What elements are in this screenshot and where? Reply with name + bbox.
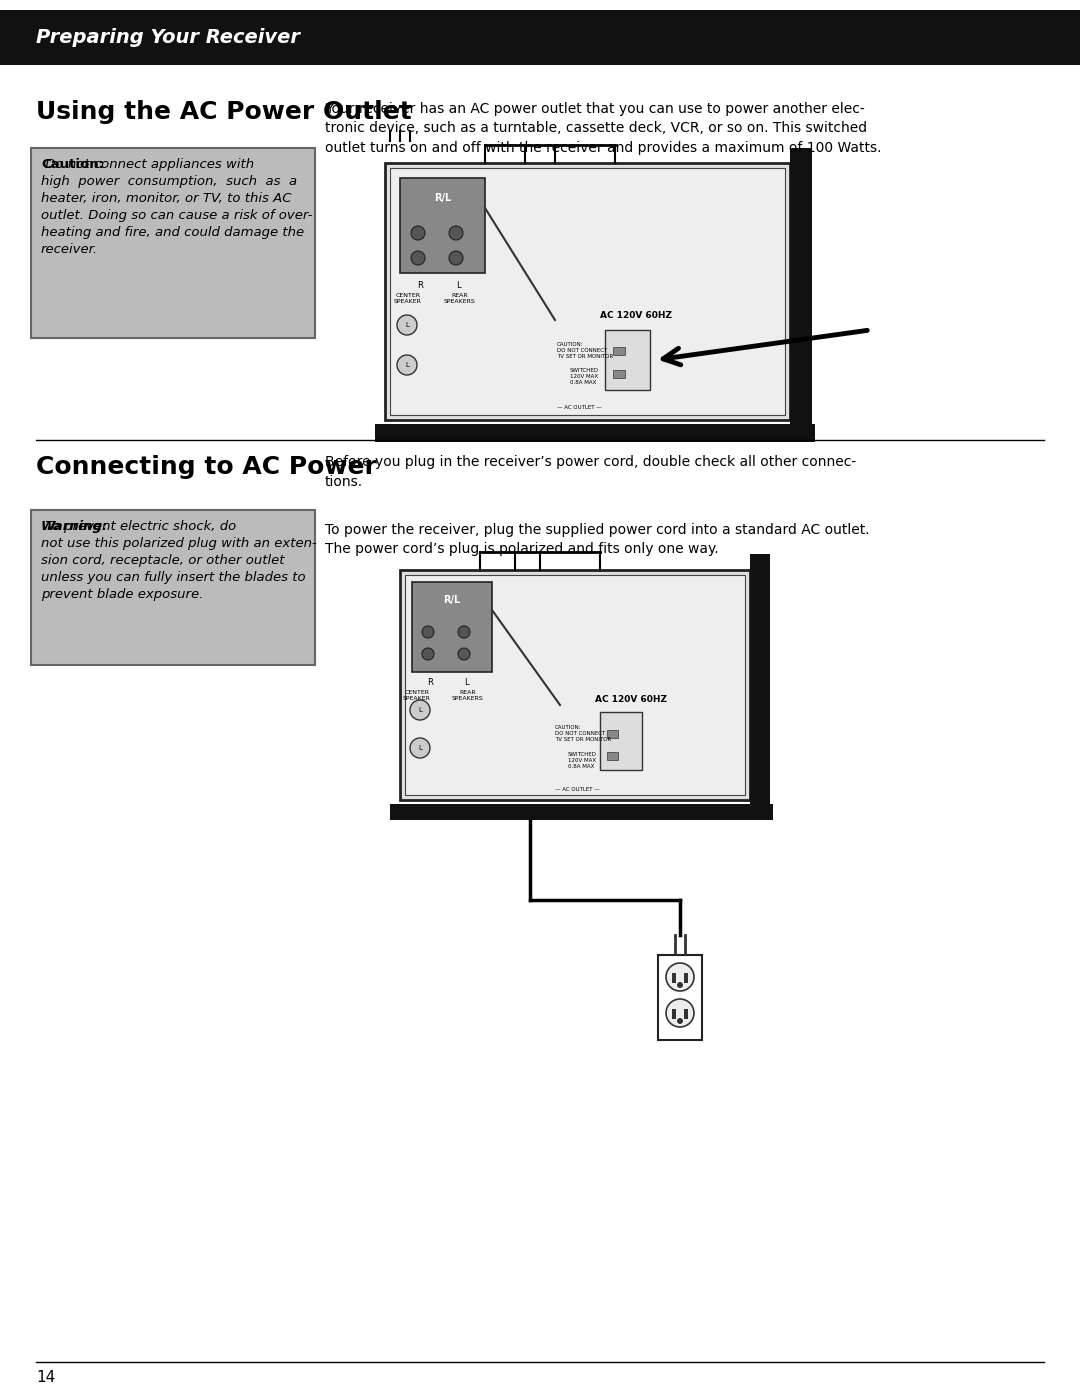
Bar [384,163,789,420]
Text: L: L [418,707,422,712]
Bar [613,370,625,379]
Text: SWITCHED
120V MAX
0.8A MAX: SWITCHED 120V MAX 0.8A MAX [568,752,597,768]
Text: Before you plug in the receiver’s power cord, double check all other connec-
tio: Before you plug in the receiver’s power … [325,455,856,489]
Circle shape [422,626,434,638]
Text: Using the AC Power Outlet: Using the AC Power Outlet [36,101,411,124]
Text: To power the receiver, plug the supplied power cord into a standard AC outlet.
T: To power the receiver, plug the supplied… [325,522,869,556]
Bar [390,168,785,415]
Text: REAR
SPEAKERS: REAR SPEAKERS [444,293,476,303]
Text: To prevent electric shock, do
not use this polarized plug with an exten-
sion co: To prevent electric shock, do not use th… [41,520,316,601]
Bar [789,148,812,434]
Circle shape [677,982,683,988]
Text: CAUTION:
DO NOT CONNECT
TV SET OR MONITOR: CAUTION: DO NOT CONNECT TV SET OR MONITO… [557,342,613,359]
Text: R/L: R/L [434,193,451,203]
Circle shape [458,648,470,659]
Text: Do not connect appliances with
high  power  consumption,  such  as  a
heater, ir: Do not connect appliances with high powe… [41,158,312,256]
Bar [405,576,745,795]
Text: R: R [427,678,433,687]
Bar [684,1009,688,1018]
Circle shape [666,999,694,1027]
Text: Caution:: Caution: [41,158,104,170]
Text: L: L [405,321,409,328]
Text: L: L [418,745,422,752]
Bar [607,731,618,738]
Text: Connecting to AC Power: Connecting to AC Power [36,455,377,479]
Text: L: L [463,678,469,687]
Text: — AC OUTLET —: — AC OUTLET — [557,405,602,409]
Circle shape [397,355,417,374]
Bar [400,177,485,272]
Text: R/L: R/L [444,595,461,605]
Text: — AC OUTLET —: — AC OUTLET — [555,787,599,792]
Circle shape [411,226,426,240]
Bar [31,148,315,338]
Bar [600,712,642,770]
Circle shape [422,648,434,659]
Circle shape [458,626,470,638]
Bar [658,956,702,1039]
Text: REAR
SPEAKERS: REAR SPEAKERS [453,690,484,701]
Text: CAUTION:
DO NOT CONNECT
TV SET OR MONITOR: CAUTION: DO NOT CONNECT TV SET OR MONITO… [555,725,611,742]
Text: R: R [417,281,423,291]
Bar [390,805,773,820]
Bar [684,972,688,983]
Circle shape [410,738,430,759]
Text: SWITCHED
120V MAX
0.8A MAX: SWITCHED 120V MAX 0.8A MAX [570,367,599,384]
Circle shape [449,226,463,240]
Bar [607,752,618,760]
Bar [605,330,650,390]
Bar [31,510,315,665]
Circle shape [410,700,430,719]
Bar [672,972,676,983]
Text: Warning:: Warning: [41,520,108,534]
Bar [750,555,770,812]
Circle shape [666,963,694,990]
Bar [400,570,750,800]
Text: Preparing Your Receiver: Preparing Your Receiver [36,28,300,47]
Text: Your receiver has an AC power outlet that you can use to power another elec-
tro: Your receiver has an AC power outlet tha… [325,102,881,155]
Text: L: L [405,362,409,367]
Circle shape [677,1018,683,1024]
Text: AC 120V 60HZ: AC 120V 60HZ [600,310,672,320]
Circle shape [449,251,463,265]
Text: CENTER
SPEAKER: CENTER SPEAKER [394,293,422,303]
Text: CENTER
SPEAKER: CENTER SPEAKER [403,690,431,701]
Bar [672,1009,676,1018]
Text: AC 120V 60HZ: AC 120V 60HZ [595,696,667,704]
Bar [0,10,1080,66]
Circle shape [411,251,426,265]
Bar [411,583,492,672]
Bar [375,425,815,441]
Text: 14: 14 [36,1369,55,1384]
Circle shape [397,314,417,335]
Bar [613,346,625,355]
Text: L: L [456,281,460,291]
